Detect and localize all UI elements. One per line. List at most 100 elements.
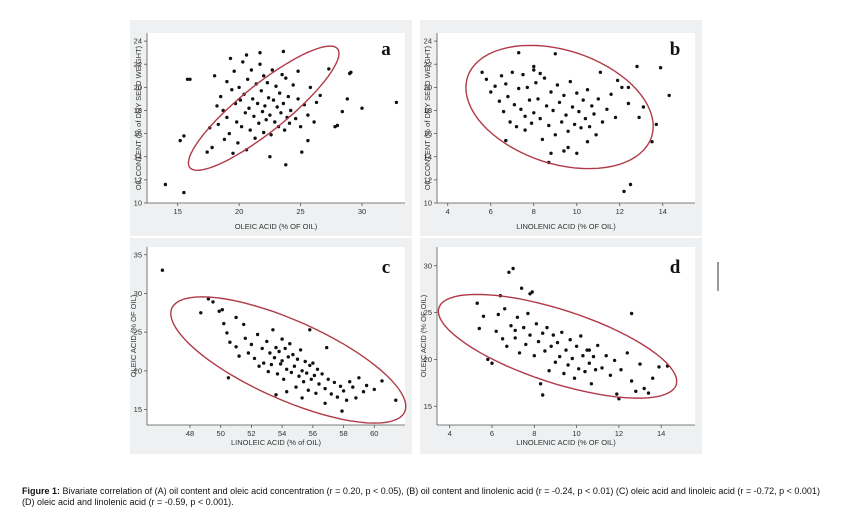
data-point: [609, 92, 613, 97]
y-tick-label: 25: [424, 308, 432, 317]
data-point: [274, 345, 278, 350]
data-point: [280, 337, 284, 341]
y-tick-label: 10: [424, 199, 432, 208]
data-point: [230, 88, 234, 92]
data-point: [394, 100, 399, 105]
data-point: [514, 125, 519, 129]
data-point: [587, 125, 592, 129]
data-point: [235, 120, 239, 124]
data-point: [260, 109, 265, 114]
data-point: [486, 357, 490, 362]
x-tick-label: 15: [174, 207, 182, 216]
data-point: [581, 98, 585, 102]
data-point: [243, 336, 247, 340]
data-point: [545, 325, 549, 330]
data-point: [508, 120, 512, 124]
data-point: [568, 79, 572, 84]
data-point: [560, 330, 564, 334]
data-point: [594, 133, 598, 137]
x-tick-label: 50: [217, 429, 225, 438]
data-point: [205, 150, 209, 154]
data-point: [236, 141, 240, 145]
data-point: [275, 105, 279, 109]
data-point: [349, 70, 353, 75]
data-point: [570, 105, 575, 109]
data-point: [210, 145, 214, 150]
data-point: [551, 333, 555, 337]
plot-area: [147, 33, 405, 203]
data-point: [335, 395, 340, 399]
x-tick-label: 12: [616, 207, 624, 216]
x-tick-label: 6: [489, 207, 493, 216]
data-point: [315, 367, 320, 371]
x-tick-label: 60: [370, 429, 378, 438]
data-point: [532, 68, 536, 72]
data-point: [587, 361, 591, 365]
data-point: [271, 98, 276, 102]
data-point: [519, 107, 523, 112]
data-point: [570, 356, 574, 361]
data-point: [237, 354, 241, 358]
data-point: [642, 386, 646, 391]
data-point: [590, 104, 594, 108]
data-point: [536, 339, 541, 344]
data-point: [314, 391, 318, 395]
data-point: [557, 100, 562, 105]
x-tick-label: 56: [309, 429, 317, 438]
data-point: [326, 377, 330, 381]
data-point: [318, 93, 322, 98]
data-point: [553, 360, 558, 364]
data-point: [513, 328, 517, 333]
data-point: [329, 392, 333, 396]
caption-text: Bivariate correlation of (A) oil content…: [22, 486, 820, 507]
caption-label: Figure 1:: [22, 486, 61, 496]
data-point: [517, 86, 521, 91]
data-point: [269, 362, 274, 367]
data-point: [285, 390, 289, 394]
data-point: [572, 122, 577, 127]
data-point: [542, 76, 547, 80]
data-point: [501, 109, 506, 114]
data-point: [524, 342, 528, 347]
data-point: [592, 112, 596, 116]
data-point: [306, 138, 310, 143]
data-point: [286, 355, 290, 359]
data-point: [182, 190, 186, 195]
data-point: [294, 385, 298, 389]
data-point: [507, 270, 511, 274]
x-axis-title: LINOLEIC ACID (% of OIL): [231, 438, 322, 447]
data-point: [528, 292, 532, 296]
data-point: [581, 354, 585, 358]
data-point: [538, 71, 542, 76]
data-point: [494, 329, 498, 333]
data-point: [298, 125, 303, 129]
data-point: [646, 391, 651, 395]
data-point: [234, 315, 238, 320]
data-point: [357, 376, 361, 380]
data-point: [258, 51, 262, 55]
data-point: [560, 120, 564, 124]
data-point: [300, 396, 304, 400]
x-tick-label: 14: [657, 429, 665, 438]
data-point: [527, 98, 532, 102]
panel-b: 4 6 8 10 12 14 10 12 14 16 18 20 22 24 LINOLENIC ACID …: [420, 20, 702, 236]
data-point: [475, 301, 479, 305]
data-point: [553, 52, 557, 56]
data-point: [232, 69, 236, 73]
data-point: [219, 94, 223, 99]
x-tick-label: 4: [446, 207, 450, 216]
data-point: [234, 345, 238, 349]
data-point: [574, 344, 579, 348]
data-point: [585, 88, 590, 92]
data-point: [285, 367, 289, 371]
data-point: [246, 351, 251, 355]
data-point: [300, 369, 304, 373]
data-point: [222, 321, 226, 326]
x-tick-label: 54: [278, 429, 286, 438]
data-point: [579, 126, 583, 130]
data-point: [280, 359, 284, 363]
data-point: [255, 101, 260, 106]
data-point: [575, 151, 579, 155]
data-point: [253, 136, 257, 140]
x-tick-label: 14: [659, 207, 667, 216]
